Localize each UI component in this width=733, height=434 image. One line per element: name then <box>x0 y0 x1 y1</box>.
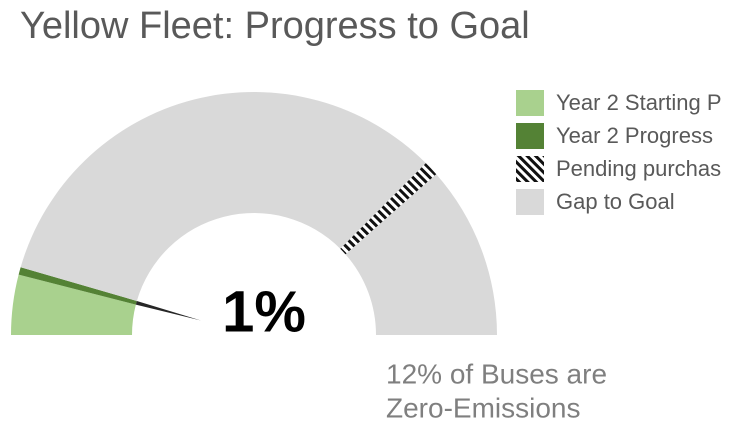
legend-swatch <box>516 156 544 182</box>
gauge-segment <box>11 274 136 335</box>
chart-title: Yellow Fleet: Progress to Goal <box>20 5 530 47</box>
center-label: 1% <box>222 279 306 344</box>
note-line: Zero-Emissions <box>386 392 580 423</box>
legend-swatch <box>516 189 544 215</box>
legend-swatch <box>516 123 544 149</box>
legend-swatch <box>516 90 544 116</box>
legend-label: Year 2 Starting P <box>556 90 722 115</box>
gauge <box>11 92 497 335</box>
gauge-segment <box>18 267 137 305</box>
legend: Year 2 Starting P Year 2 Progress Pending … <box>516 90 722 215</box>
note-line: 12% of Buses are <box>386 358 607 389</box>
gauge-segment <box>345 174 497 335</box>
gauge-segment <box>20 92 426 301</box>
legend-label: Pending purchas <box>556 156 721 181</box>
legend-label: Year 2 Progress <box>556 123 713 148</box>
needle <box>135 300 201 321</box>
legend-label: Gap to Goal <box>556 189 675 214</box>
gauge-segment <box>340 163 437 255</box>
